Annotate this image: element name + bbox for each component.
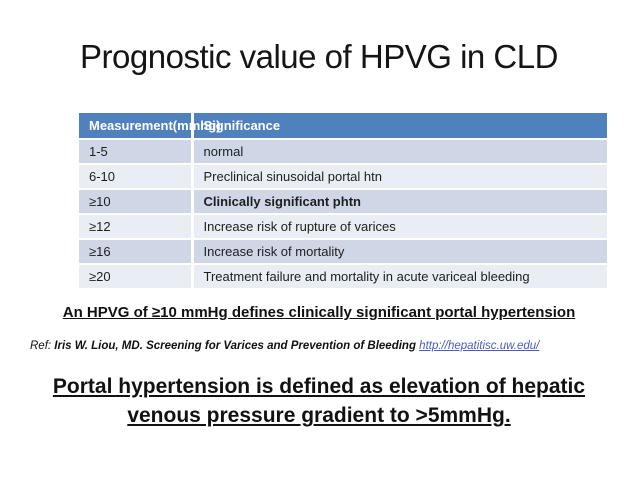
significance-cell: Treatment failure and mortality in acute… [192,264,607,290]
measurement-cell: ≥12 [79,214,194,240]
table-row: ≥10 Clinically significant phtn [79,189,607,215]
slide-title: Prognostic value of HPVG in CLD [80,38,558,75]
table-row: ≥12 Increase risk of rupture of varices [79,214,607,240]
statement-text: Portal hypertension is defined as elevat… [0,372,638,431]
significance-cell: Clinically significant phtn [192,189,607,215]
table-row: 6-10 Preclinical sinusoidal portal htn [79,164,607,190]
statement-line-1: Portal hypertension is defined as elevat… [52,375,586,398]
column-header-measurement: Measurement(mmhg) [79,113,220,140]
table-header-row: Measurement(mmhg) Significance [79,113,607,140]
significance-cell: Increase risk of rupture of varices [192,214,607,240]
significance-cell: normal [192,139,607,165]
reference-prefix: Ref: [30,340,52,352]
table-row: ≥16 Increase risk of mortality [79,239,607,265]
reference-text: Iris W. Liou, MD. Screening for Varices … [54,340,416,352]
column-header-significance: Significance [192,113,607,140]
measurement-cell: ≥20 [79,264,194,290]
measurement-cell: ≥10 [79,189,194,215]
callout-text: An HPVG of ≥10 mmHg defines clinically s… [62,304,576,321]
reference-line: Ref: Iris W. Liou, MD. Screening for Var… [30,340,539,352]
table-row: 1-5 normal [79,139,607,165]
measurement-cell: ≥16 [79,239,194,265]
significance-cell: Preclinical sinusoidal portal htn [192,164,607,190]
measurement-cell: 1-5 [79,139,194,165]
reference-link[interactable]: http://hepatitisc.uw.edu/ [419,340,540,352]
hpvg-measurement-table: Measurement(mmhg) Significance 1-5 norma… [79,113,607,290]
table-row: ≥20 Treatment failure and mortality in a… [79,264,607,290]
measurement-cell: 6-10 [79,164,194,190]
statement-line-2: venous pressure gradient to >5mmHg. [127,404,511,428]
significance-cell: Increase risk of mortality [192,239,607,265]
